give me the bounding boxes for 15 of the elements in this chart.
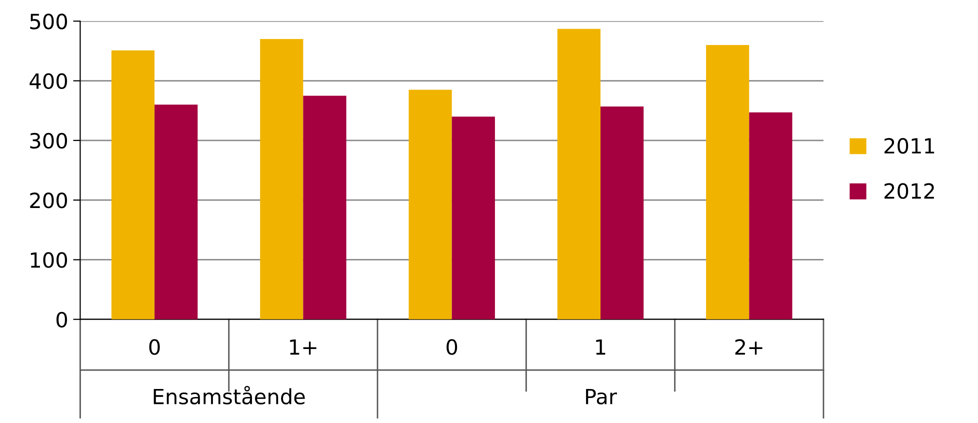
y-tick-label: 0 xyxy=(56,312,68,328)
text: Ensamstående xyxy=(154,386,305,404)
x-tick-label: 1 xyxy=(596,339,606,355)
legend-label: 2012 xyxy=(884,183,934,199)
x-tick-label: 2+ xyxy=(735,339,762,355)
y-tick-label: 500 xyxy=(30,14,68,30)
y-tick-label: 400 xyxy=(30,73,68,90)
y-tick-label: 100 xyxy=(30,252,68,268)
x-tick-label: 0 xyxy=(446,339,458,355)
y-tick-label: 300 xyxy=(30,132,68,149)
text: Par xyxy=(586,388,617,404)
legend-label: 2011 xyxy=(884,138,934,154)
x-tick-label: 0 xyxy=(149,339,160,355)
y-tick-label: 200 xyxy=(30,192,68,208)
x-tick-label: 1+ xyxy=(290,339,316,355)
